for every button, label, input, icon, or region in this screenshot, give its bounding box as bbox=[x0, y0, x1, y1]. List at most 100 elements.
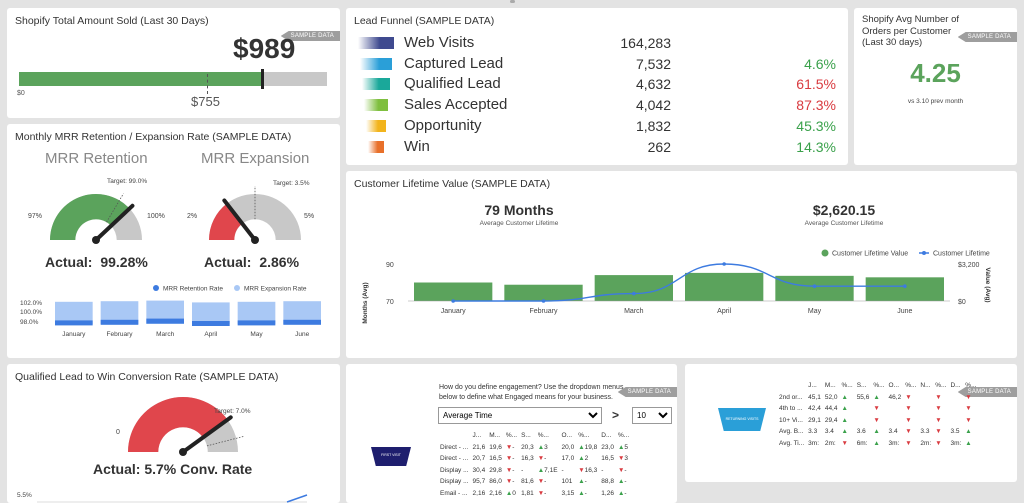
table-cell-value: 2,16 bbox=[489, 489, 502, 497]
mrr-expansion-bar bbox=[283, 301, 321, 324]
table-cell: 55,6 bbox=[855, 392, 872, 404]
down-arrow-icon: ▼ bbox=[965, 393, 972, 401]
table-row[interactable]: Email - ... 2,16 2,16 ▲0 1,81 ▼- 3,15 ▲- 1,26 ▲- bbox=[438, 488, 631, 500]
table-cell-value: 52,0 bbox=[824, 393, 838, 401]
retention-gauge-fill bbox=[50, 194, 130, 240]
clv-lifetime-point bbox=[903, 284, 907, 288]
retention-target-label: Target: 99.0% bbox=[107, 178, 147, 185]
clv-ylabel-left: Months (Avg) bbox=[362, 282, 369, 323]
funnel-stage-pct: 61.5% bbox=[796, 76, 836, 93]
table-cell: 20,0 bbox=[560, 442, 577, 454]
table-cell-value: - bbox=[624, 489, 627, 497]
table-row[interactable]: 10+ Vi... 29,1 29,4 ▲ ▼ ▼ ▼ ▼ bbox=[777, 415, 979, 427]
table-cell: ▼- bbox=[504, 442, 519, 454]
funnel-row: Captured Lead 7,532 4.6% bbox=[346, 54, 848, 75]
funnel-stage-name: Opportunity bbox=[404, 116, 482, 134]
first-visit-block bbox=[371, 447, 411, 466]
table-cell: ▼ bbox=[963, 403, 978, 415]
table-cell: ▲0 bbox=[504, 488, 519, 500]
mrr-rate-chart: MRR Retention Rate MRR Expansion Rate 10… bbox=[20, 285, 321, 338]
sample-data-badge: SAMPLE DATA bbox=[280, 31, 340, 41]
up-arrow-icon: ▲ bbox=[873, 439, 880, 447]
legend-lifetime-label: Customer Lifetime bbox=[933, 251, 990, 258]
engagement-operator: > bbox=[612, 408, 620, 422]
mrr-gauges: Target: 99.0% 97% 100% Target: 3.5% 2% 5… bbox=[28, 178, 314, 244]
table-header-cell: %... bbox=[905, 382, 917, 390]
table-cell-value: 7,1E bbox=[544, 466, 558, 474]
returning-table: J... M...%... S...%... O...%... N...%... D...… bbox=[777, 380, 979, 449]
table-row[interactable]: Avg. Ti... 3m: 2m: ▼ 6m: ▲ 3m: ▼ 2m: ▼ 3m: ▲ bbox=[777, 438, 979, 450]
funnel-row: Sales Accepted 4,042 87.3% bbox=[346, 95, 848, 116]
table-row-label: 2nd or... bbox=[779, 393, 803, 401]
window-drag-handle[interactable] bbox=[510, 0, 515, 3]
conversion-card: Qualified Lead to Win Conversion Rate (S… bbox=[7, 364, 340, 503]
up-arrow-icon: ▲ bbox=[578, 443, 585, 451]
table-cell: ▲ bbox=[839, 415, 854, 427]
funnel-row: Qualified Lead 4,632 61.5% bbox=[346, 74, 848, 95]
table-cell-value: 16,3 bbox=[584, 466, 598, 474]
table-cell: ▼ bbox=[963, 392, 978, 404]
mrr-expansion-bar bbox=[237, 301, 276, 324]
table-cell-value: 44,4 bbox=[824, 405, 838, 413]
table-row[interactable]: 2nd or... 45,1 52,0 ▲ 55,6 ▲ 46,2 ▼ ▼ ▼ bbox=[777, 392, 979, 404]
engagement-metric-select[interactable]: Average Time bbox=[438, 407, 602, 424]
down-arrow-icon: ▼ bbox=[905, 428, 912, 436]
table-cell-value: 2m: bbox=[920, 439, 932, 447]
table-cell: ▼- bbox=[536, 488, 560, 500]
clv-kpi-value-label: Average Customer Lifetime bbox=[804, 220, 884, 227]
table-row-label: Display ... bbox=[440, 478, 469, 486]
table-cell bbox=[918, 415, 933, 427]
mrr-expansion-bar bbox=[55, 301, 93, 324]
mrr-xtick: April bbox=[204, 331, 218, 338]
down-arrow-icon: ▼ bbox=[617, 466, 625, 474]
table-cell: 3.4 bbox=[887, 426, 904, 438]
table-row[interactable]: Direct - ... 20,7 16,5 ▼- 16,3 ▼- 17,0 ▲2 16,5 ▼3 bbox=[438, 453, 631, 465]
mrr-expansion-bar bbox=[100, 301, 139, 324]
table-cell: 20,3 bbox=[519, 442, 536, 454]
table-cell: ▼16,3 bbox=[576, 465, 599, 477]
table-cell: 17,0 bbox=[560, 453, 577, 465]
funnel-stage-value: 7,532 bbox=[635, 55, 671, 72]
table-cell: 6m: bbox=[855, 438, 872, 450]
legend-retention-label: MRR Retention Rate bbox=[163, 286, 223, 293]
clv-lifetime-point bbox=[541, 299, 546, 303]
funnel-stage-bar bbox=[358, 37, 394, 49]
table-row[interactable]: Avg. B... 3.3 3.4 ▲ 3.6 ▲ 3.4 ▼ 3.3 ▼ 3.5 ▲ bbox=[777, 426, 979, 438]
up-arrow-icon: ▲ bbox=[873, 428, 880, 436]
table-cell-value: 5 bbox=[624, 443, 628, 451]
lead-funnel-card: Lead Funnel (SAMPLE DATA) Web Visits 164,… bbox=[346, 8, 848, 165]
table-cell: ▲ bbox=[839, 426, 854, 438]
clv-lifetime-point bbox=[722, 262, 726, 266]
table-cell-value: 3m: bbox=[808, 439, 820, 447]
clv-lifetime-point bbox=[632, 291, 636, 296]
mrr-xtick: January bbox=[62, 331, 86, 338]
table-row[interactable]: 4th to ... 42,4 44,4 ▲ ▼ ▼ ▼ ▼ bbox=[777, 403, 979, 415]
table-cell-value: 0 bbox=[512, 489, 516, 497]
table-cell-value: 16,5 bbox=[601, 455, 614, 463]
table-cell: ▲- bbox=[576, 476, 599, 488]
funnel-stage-value: 262 bbox=[647, 138, 671, 155]
table-row-label: 4th to ... bbox=[779, 405, 803, 413]
mrr-card: Monthly MRR Retention / Expansion Rate (… bbox=[7, 124, 340, 358]
expansion-max-label: 5% bbox=[304, 213, 314, 220]
up-arrow-icon: ▲ bbox=[617, 443, 625, 451]
table-row[interactable]: Display ... 95,7 86,0 ▼- 81,6 ▼- 101 ▲- 88,8 ▲- bbox=[438, 476, 631, 488]
table-cell-value: 16,3 bbox=[521, 455, 534, 463]
table-header-cell: %... bbox=[537, 432, 549, 440]
avg-orders-title: Shopify Avg Number of Orders per Custome… bbox=[862, 14, 959, 49]
table-cell: ▲ bbox=[839, 392, 854, 404]
table-row-label: 10+ Vi... bbox=[779, 416, 803, 424]
table-cell: ▲- bbox=[576, 488, 599, 500]
table-header-cell: O... bbox=[561, 432, 573, 440]
clv-lifetime-point bbox=[812, 284, 817, 288]
clv-value-bar bbox=[775, 275, 854, 301]
legend-lifetime-dot bbox=[922, 251, 926, 255]
table-cell: ▲2 bbox=[576, 453, 599, 465]
table-cell-value: 3,15 bbox=[561, 489, 575, 497]
engagement-threshold-select[interactable]: 10 bbox=[632, 407, 672, 424]
table-cell: 42,4 bbox=[806, 403, 823, 415]
table-row-label: Avg. B... bbox=[779, 428, 804, 436]
table-row[interactable]: Display ... 30,4 29,8 ▼- - ▲7,1E - ▼16,3- ▼- bbox=[438, 465, 631, 477]
legend-expansion-label: MRR Expansion Rate bbox=[244, 286, 307, 293]
table-row[interactable]: Direct - ... 21,6 19,6 ▼- 20,3 ▲3 20,0 ▲19,8 23,… bbox=[438, 442, 631, 454]
